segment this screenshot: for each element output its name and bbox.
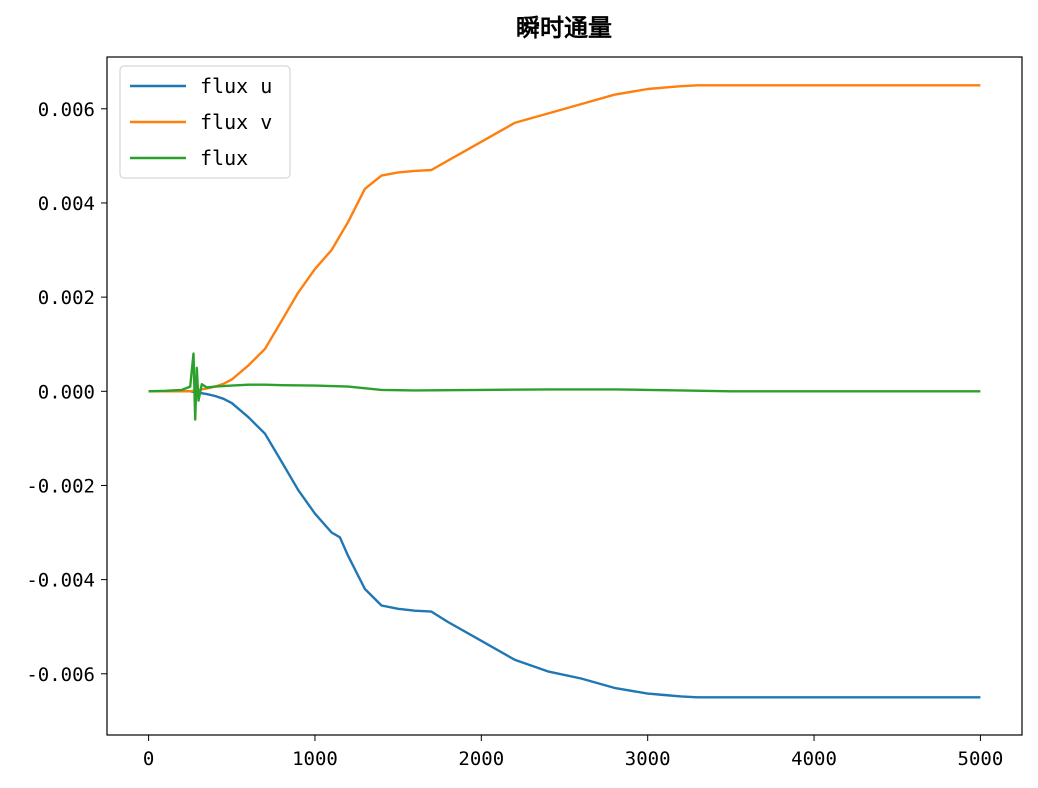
y-tick-label: 0.002 xyxy=(38,287,95,309)
x-tick-label: 1000 xyxy=(292,748,338,770)
chart-title: 瞬时通量 xyxy=(516,14,612,42)
series-layer xyxy=(148,84,981,699)
x-tick-label: 5000 xyxy=(958,748,1004,770)
legend-label: flux u xyxy=(200,74,272,98)
y-tick-label: 0.004 xyxy=(38,193,95,215)
series-line-3 xyxy=(148,352,981,421)
x-tick-label: 2000 xyxy=(458,748,504,770)
y-tick-label: 0.006 xyxy=(38,99,95,121)
y-axis: -0.006 -0.004 -0.002 0.000 0.002 0.004 0.006 xyxy=(26,99,107,686)
y-tick-label: 0.000 xyxy=(38,381,95,403)
x-axis: 0 1000 2000 3000 4000 5000 xyxy=(143,735,1003,770)
y-tick-label: -0.006 xyxy=(26,664,95,686)
x-tick-label: 4000 xyxy=(791,748,837,770)
series-line-2 xyxy=(148,84,981,393)
y-tick-label: -0.002 xyxy=(26,475,95,497)
y-tick-label: -0.004 xyxy=(26,570,95,592)
legend: flux u flux v flux xyxy=(119,65,291,179)
series-line-1 xyxy=(148,390,981,699)
legend-label: flux v xyxy=(200,110,272,134)
legend-box xyxy=(119,65,291,179)
legend-label: flux xyxy=(200,146,248,170)
plot-frame xyxy=(106,56,1023,736)
x-tick-label: 0 xyxy=(143,748,154,770)
x-tick-label: 3000 xyxy=(625,748,671,770)
